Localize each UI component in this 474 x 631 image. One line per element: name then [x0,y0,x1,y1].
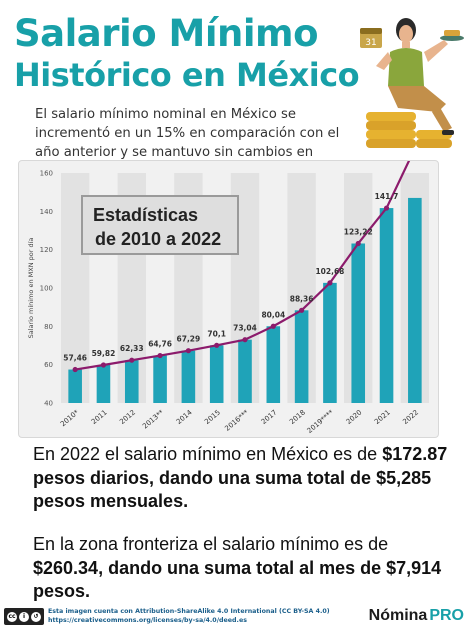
data-label: 70,1 [207,329,226,338]
sa-icon: ↺ [31,611,41,622]
x-tick-label: 2013** [141,408,166,430]
data-label: 141,7 [375,192,399,201]
x-tick-label: 2014 [175,408,194,426]
paragraph-border-zone: En la zona fronteriza el salario mínimo … [33,533,453,604]
data-label: 80,04 [261,310,285,319]
license-text: Esta imagen cuenta con Attribution-Share… [48,608,330,625]
brand-logo: Nómina PRO [369,607,464,625]
bar [124,360,139,403]
license-line1: Esta imagen cuenta con Attribution-Share… [48,608,330,615]
x-tick-label: 2022 [401,408,420,426]
data-label: 62,33 [120,344,144,353]
y-axis-label: Salario mínimo en MXN por día [27,238,35,339]
license-link[interactable]: https://creativecommons.org/licenses/by-… [48,616,247,624]
line-point [270,323,276,329]
bar [96,365,111,403]
line-point [185,348,191,354]
by-icon: i [19,611,29,622]
coins-icon [366,112,452,148]
x-tick-label: 2017 [260,408,279,426]
line-point [383,205,390,211]
page-title-line2: Histórico en México [14,56,360,94]
x-tick-label: 2016*** [223,408,250,433]
bar [266,326,281,403]
woman-icon [376,18,454,135]
data-label: 88,36 [290,294,314,303]
data-label: 64,76 [148,340,172,349]
y-tick-label: 140 [40,208,53,216]
annotation-line1: Estadísticas [93,205,199,225]
bar [181,350,196,403]
data-label: 123,22 [344,227,373,236]
cc-icon: cc [7,611,17,622]
line-point [100,362,107,368]
line-point [157,352,163,359]
bar [209,345,224,403]
page-title-line1: Salario Mínimo [14,12,319,55]
bar [408,197,422,403]
bar [323,282,337,403]
data-label: 57,46 [63,354,87,363]
x-tick-label: 2020 [345,408,364,426]
line-point [355,240,361,247]
bar [379,208,394,403]
y-tick-label: 40 [44,400,53,408]
line-point [242,337,248,343]
calendar-icon: 31 [360,28,382,48]
y-tick-label: 80 [44,323,53,331]
x-tick-label: 2010* [59,408,81,428]
line-point [327,280,333,286]
chart-panel: 40 60 80 100 120 140 160 Salario mínimo en MXN … [18,160,439,438]
x-tick-label: 2018 [288,408,307,426]
calendar-number: 31 [365,38,376,48]
x-tick-label: 2019**** [306,408,336,435]
line-point [129,357,135,363]
x-tick-label: 2011 [90,408,109,426]
p2-normal: En la zona fronteriza el salario mínimo … [33,534,389,554]
x-tick-label: 2015 [203,408,222,426]
woman-on-coins-illustration: 31 [360,18,464,148]
bar [294,310,309,403]
y-tick-label: 160 [40,170,53,178]
x-tick-label: 2012 [118,408,137,426]
scale-icon [440,30,464,41]
brand-main: Nómina [368,607,428,624]
footer: cc i ↺ Esta imagen cuenta con Attributio… [0,603,474,631]
line-point [214,342,220,348]
data-label: 73,04 [233,324,257,333]
paragraph-2022: En 2022 el salario mínimo en México es d… [33,443,453,514]
y-tick-label: 120 [40,246,53,254]
cc-license-badge[interactable]: cc i ↺ [4,608,44,625]
bar [351,243,366,403]
bar [153,355,167,403]
y-tick-label: 60 [44,361,53,369]
x-tick-label: 2021 [373,408,392,426]
line-point [72,366,78,373]
annotation-line2: de 2010 a 2022 [95,229,222,249]
stats-annotation-box: Estadísticas de 2010 a 2022 [81,195,239,255]
brand-accent: PRO [429,607,464,624]
y-tick-label: 100 [40,285,53,293]
p1-bold: $172.87 pesos diarios, dando una suma to… [33,444,448,511]
bar [238,339,252,403]
p2-bold: $260.34, dando una suma total al mes de … [33,557,442,602]
data-label: 102,68 [315,267,344,276]
data-label: 59,82 [92,349,116,358]
line-point [299,307,305,313]
data-label: 67,29 [177,335,201,344]
bar [68,369,82,403]
p1-normal: En 2022 el salario mínimo en México es d… [33,444,383,464]
